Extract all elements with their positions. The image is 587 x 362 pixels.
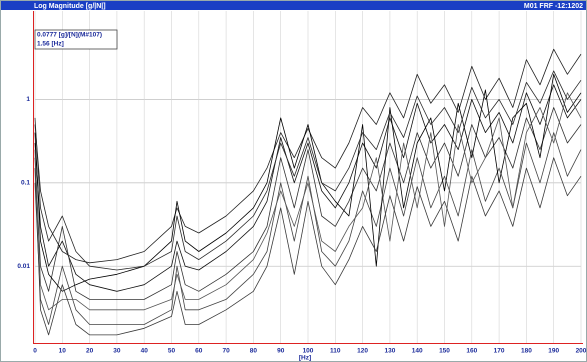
x-tick-label: 130 [384, 348, 395, 355]
x-tick-label: 120 [357, 348, 368, 355]
frf-curve [34, 92, 582, 311]
x-tick-label: 20 [86, 348, 94, 355]
y-tick-label: 0.01 [17, 263, 30, 270]
x-tick-label: 200 [576, 348, 587, 355]
frf-curve [34, 157, 582, 336]
frf-curve [34, 70, 582, 271]
x-tick-label: 50 [168, 348, 176, 355]
x-tick-label: 190 [548, 348, 559, 355]
x-tick-label: 70 [222, 348, 230, 355]
x-tick-label: 80 [250, 348, 258, 355]
x-tick-label: 0 [33, 348, 37, 355]
y-tick-label: 0.1 [21, 180, 30, 187]
x-tick-label: 10 [59, 348, 67, 355]
x-tick-label: 60 [195, 348, 203, 355]
x-tick-label: 40 [141, 348, 149, 355]
frf-curve [34, 73, 582, 292]
chart-title: Log Magnitude [g/|N|] [34, 3, 106, 10]
chart-subtitle: M01 FRF -12:1202 [524, 3, 583, 10]
x-tick-label: 110 [330, 348, 341, 355]
x-tick-label: 90 [277, 348, 285, 355]
plot-area [34, 11, 582, 343]
x-tick-label: 30 [113, 348, 121, 355]
annotation-box [34, 29, 118, 50]
y-tick-label: 1 [26, 96, 30, 103]
x-tick-label: 150 [439, 348, 450, 355]
frf-curve [34, 107, 582, 300]
annotation-text: 1.56 [Hz] [37, 41, 64, 48]
x-tick-label: 180 [521, 348, 532, 355]
frf-curve [34, 48, 582, 264]
x-tick-label: 160 [466, 348, 477, 355]
x-tick-label: 140 [412, 348, 423, 355]
x-tick-label: 100 [303, 348, 314, 355]
frf-curve [34, 132, 582, 325]
annotation-text: 0.0777 [g]/[N](M#107) [37, 32, 102, 39]
x-axis-label: [Hz] [299, 355, 311, 362]
x-tick-label: 170 [494, 348, 505, 355]
header-bar [1, 1, 586, 10]
frf-curve [34, 84, 582, 292]
